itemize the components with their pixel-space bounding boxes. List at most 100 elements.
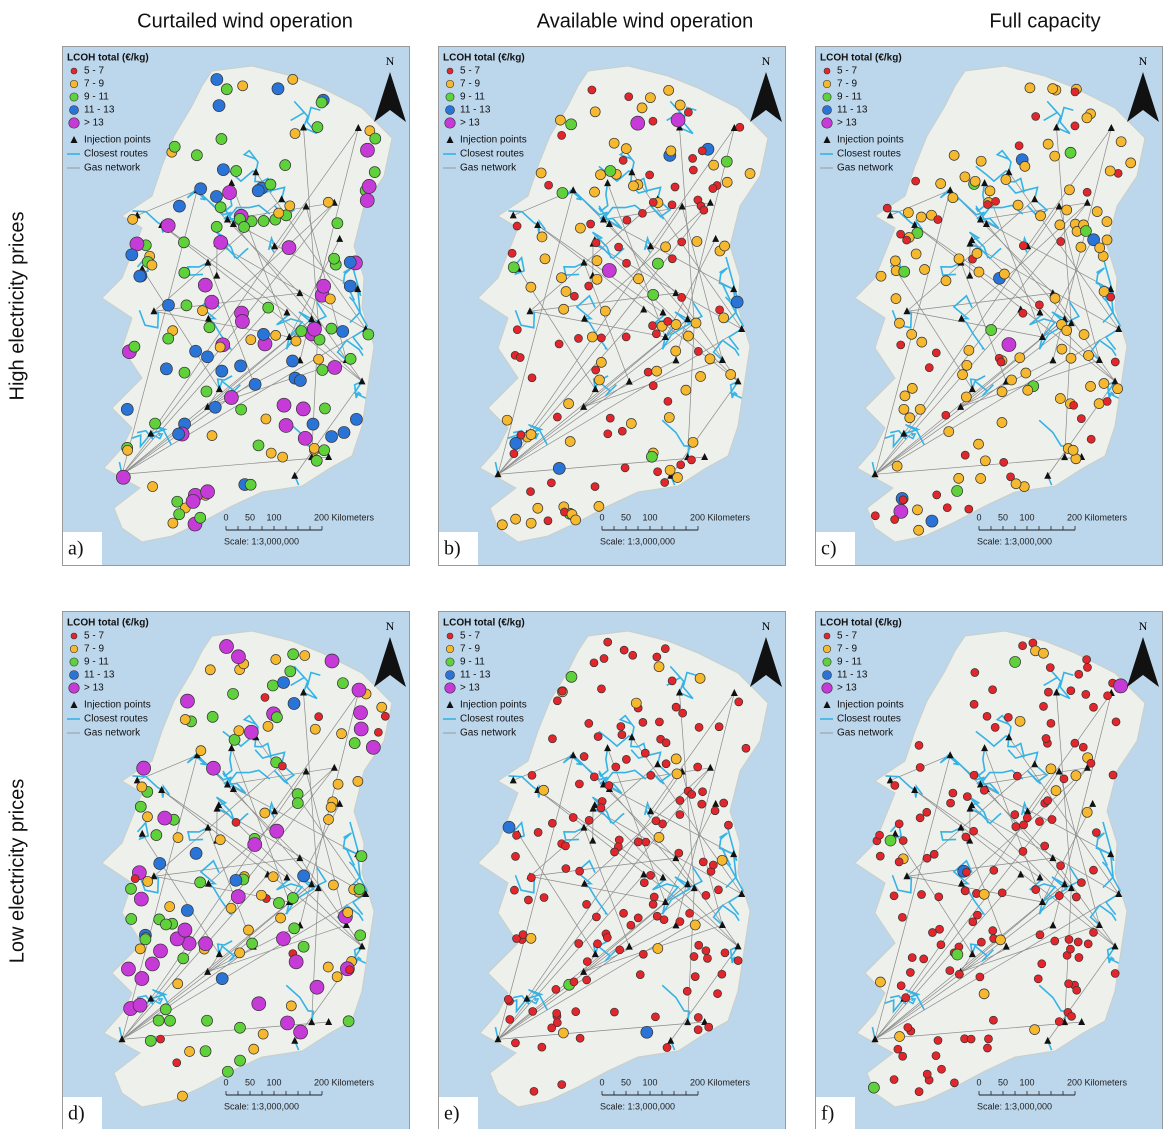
- site: [974, 439, 984, 449]
- site: [153, 1015, 164, 1026]
- site: [135, 801, 146, 812]
- site: [1094, 399, 1104, 409]
- scale-text: Scale: 1:3,000,000: [224, 536, 299, 546]
- site: [1057, 238, 1065, 246]
- site: [288, 649, 299, 660]
- site: [503, 821, 515, 833]
- site: [1111, 358, 1119, 366]
- site: [689, 166, 697, 174]
- site: [231, 650, 245, 664]
- site: [916, 763, 924, 771]
- site: [926, 515, 938, 527]
- site: [583, 976, 591, 984]
- site: [891, 781, 899, 789]
- site: [936, 925, 944, 933]
- site: [317, 279, 331, 293]
- site: [178, 237, 189, 248]
- site: [163, 333, 174, 344]
- site: [923, 1070, 931, 1078]
- site: [527, 488, 535, 496]
- site: [529, 1007, 537, 1015]
- site: [609, 138, 619, 148]
- site: [676, 796, 684, 804]
- site: [161, 219, 175, 233]
- site: [897, 341, 905, 349]
- legend-label: 9 - 11: [460, 92, 485, 103]
- site: [235, 1055, 246, 1066]
- site: [962, 833, 970, 841]
- site: [328, 880, 338, 890]
- site: [726, 369, 736, 379]
- legend-symbol: [446, 93, 454, 101]
- site: [558, 131, 566, 139]
- legend-symbol: [445, 683, 456, 694]
- site: [1071, 122, 1079, 130]
- site: [369, 167, 380, 178]
- site: [178, 953, 189, 964]
- panel-label: e): [444, 1103, 460, 1125]
- site: [691, 973, 699, 981]
- site: [1073, 986, 1081, 994]
- site: [352, 683, 366, 697]
- site: [326, 323, 337, 334]
- scale-label: 200 Kilometers: [1067, 512, 1128, 522]
- site: [243, 925, 253, 935]
- site: [252, 997, 266, 1011]
- legend-label: 5 - 7: [837, 66, 857, 77]
- site: [566, 671, 577, 682]
- site: [228, 688, 239, 699]
- site: [268, 872, 278, 882]
- site: [699, 788, 707, 796]
- legend-label: 7 - 9: [460, 644, 480, 655]
- site: [173, 428, 185, 440]
- site: [504, 995, 512, 1003]
- site: [592, 256, 602, 266]
- site: [548, 735, 556, 743]
- legend-label: Injection points: [84, 700, 151, 711]
- site: [257, 328, 269, 340]
- site: [965, 505, 973, 513]
- site: [1065, 147, 1076, 158]
- site: [511, 514, 521, 524]
- site: [231, 165, 242, 176]
- site: [583, 900, 591, 908]
- site: [627, 921, 635, 929]
- site: [154, 857, 166, 869]
- legend-symbol: [447, 68, 453, 74]
- site: [719, 313, 729, 323]
- site: [875, 977, 885, 987]
- site: [960, 172, 970, 182]
- site: [286, 1001, 296, 1011]
- site: [600, 655, 608, 663]
- legend-title: LCOH total (€/kg): [820, 618, 902, 629]
- site: [256, 890, 266, 900]
- site: [513, 222, 521, 230]
- site: [938, 1065, 946, 1073]
- site: [617, 722, 625, 730]
- site: [346, 966, 354, 974]
- scale-label: 0: [599, 1077, 604, 1087]
- site: [1112, 718, 1120, 726]
- legend-label: > 13: [460, 683, 480, 694]
- site: [570, 978, 578, 986]
- site: [234, 1022, 245, 1033]
- site: [195, 877, 206, 888]
- site: [602, 263, 616, 277]
- site: [961, 392, 971, 402]
- legend-label: Closest routes: [84, 714, 148, 725]
- site: [652, 330, 660, 338]
- site: [930, 850, 938, 858]
- site: [333, 779, 343, 789]
- site: [595, 170, 605, 180]
- site: [641, 1026, 653, 1038]
- site: [307, 418, 319, 430]
- site: [618, 427, 626, 435]
- site: [662, 760, 670, 768]
- site: [222, 1066, 233, 1077]
- legend-symbol: [447, 633, 453, 639]
- site: [622, 333, 630, 341]
- site: [637, 103, 647, 113]
- site: [329, 253, 340, 264]
- site: [647, 771, 655, 779]
